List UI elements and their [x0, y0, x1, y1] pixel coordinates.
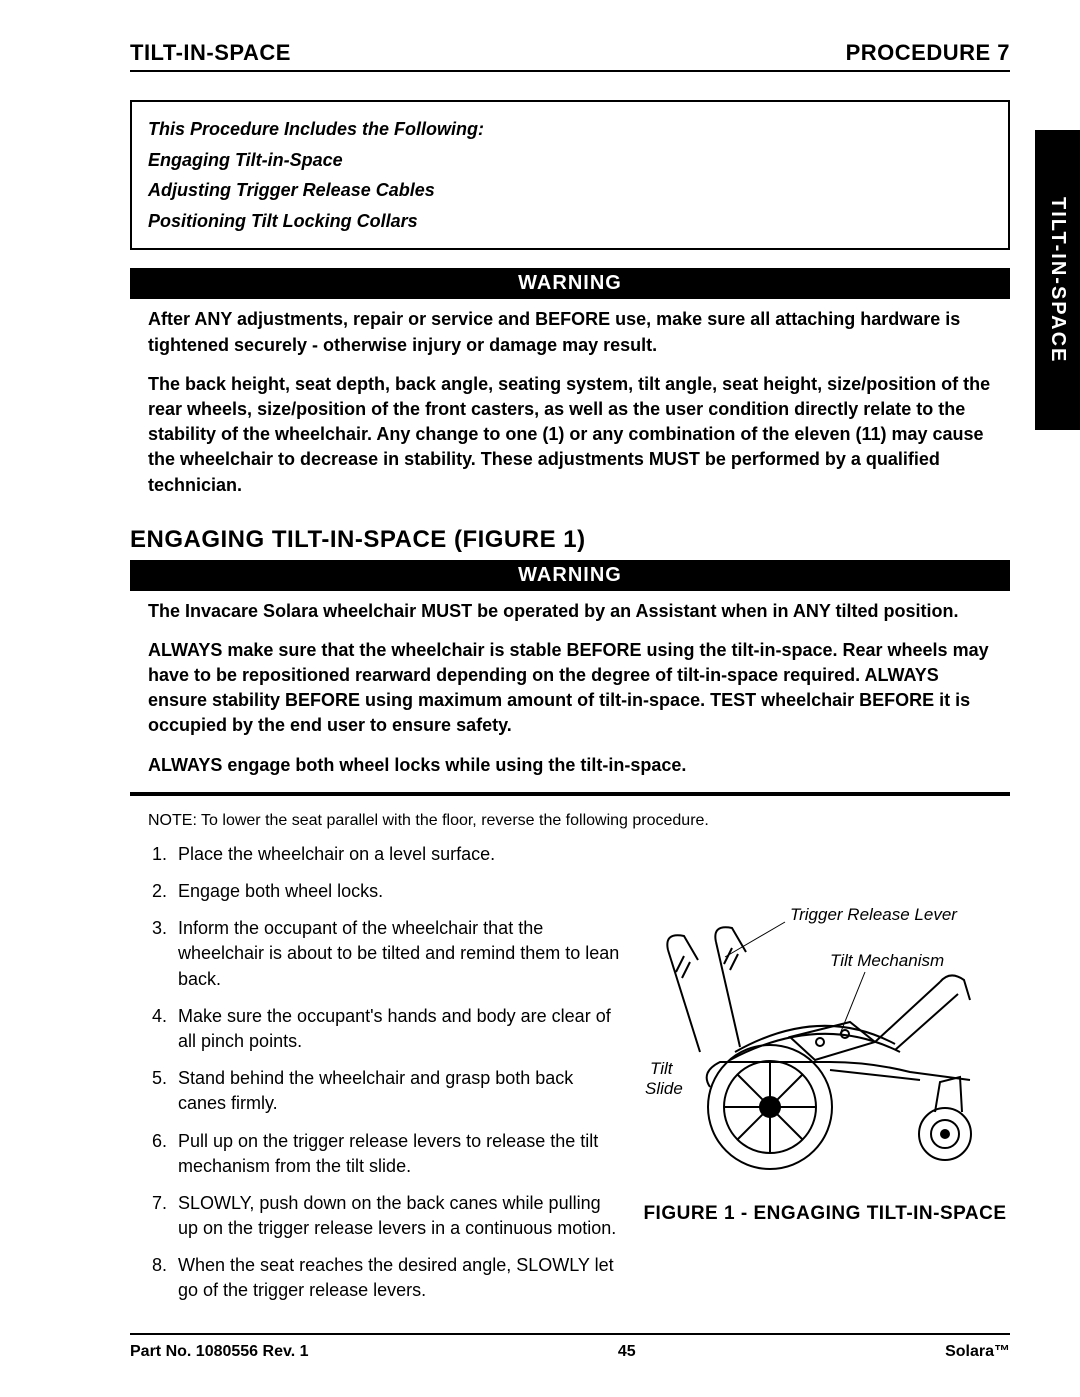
step-item: Stand behind the wheelchair and grasp bo…	[172, 1066, 620, 1116]
warning-text: After ANY adjustments, repair or service…	[130, 307, 1010, 357]
figure-label-mechanism: Tilt Mechanism	[830, 951, 944, 970]
step-item: SLOWLY, push down on the back canes whil…	[172, 1191, 620, 1241]
footer-page-number: 45	[618, 1343, 636, 1361]
includes-item: Adjusting Trigger Release Cables	[148, 175, 992, 206]
wheelchair-diagram-icon: Trigger Release Lever Tilt Mechanism Til…	[640, 902, 1010, 1192]
steps-area: Place the wheelchair on a level surface.…	[130, 842, 1010, 1316]
procedure-includes-box: This Procedure Includes the Following: E…	[130, 100, 1010, 250]
step-item: Make sure the occupant's hands and body …	[172, 1004, 620, 1054]
step-item: Engage both wheel locks.	[172, 879, 620, 904]
divider	[130, 792, 1010, 796]
includes-title: This Procedure Includes the Following:	[148, 114, 992, 145]
header-left: TILT-IN-SPACE	[130, 40, 291, 66]
step-item: Pull up on the trigger release levers to…	[172, 1129, 620, 1179]
note-text: NOTE: To lower the seat parallel with th…	[148, 812, 1010, 830]
figure-box: Trigger Release Lever Tilt Mechanism Til…	[640, 902, 1010, 1225]
figure-label-slide: Slide	[645, 1079, 683, 1098]
warning-text: ALWAYS engage both wheel locks while usi…	[130, 753, 1010, 778]
page-content: TILT-IN-SPACE PROCEDURE 7 This Procedure…	[0, 0, 1080, 1356]
footer-product: Solara™	[945, 1343, 1010, 1361]
section-heading: ENGAGING TILT-IN-SPACE (FIGURE 1)	[130, 526, 1010, 554]
includes-item: Positioning Tilt Locking Collars	[148, 206, 992, 237]
step-item: When the seat reaches the desired angle,…	[172, 1253, 620, 1303]
includes-item: Engaging Tilt-in-Space	[148, 145, 992, 176]
warning-bar: WARNING	[130, 560, 1010, 591]
header-right: PROCEDURE 7	[846, 40, 1010, 66]
warning-text: The back height, seat depth, back angle,…	[130, 372, 1010, 498]
page-header: TILT-IN-SPACE PROCEDURE 7	[130, 40, 1010, 72]
figure-caption: FIGURE 1 - ENGAGING TILT-IN-SPACE	[640, 1203, 1010, 1225]
step-item: Inform the occupant of the wheelchair th…	[172, 916, 620, 992]
page-footer: Part No. 1080556 Rev. 1 45 Solara™	[130, 1333, 1010, 1361]
steps-list: Place the wheelchair on a level surface.…	[130, 842, 620, 1316]
figure-label-trigger: Trigger Release Lever	[790, 905, 958, 924]
footer-part-no: Part No. 1080556 Rev. 1	[130, 1343, 308, 1361]
warning-text: ALWAYS make sure that the wheelchair is …	[130, 638, 1010, 739]
warning-text: The Invacare Solara wheelchair MUST be o…	[130, 599, 1010, 624]
step-item: Place the wheelchair on a level surface.	[172, 842, 620, 867]
warning-bar: WARNING	[130, 268, 1010, 299]
figure-label-tilt: Tilt	[650, 1059, 674, 1078]
